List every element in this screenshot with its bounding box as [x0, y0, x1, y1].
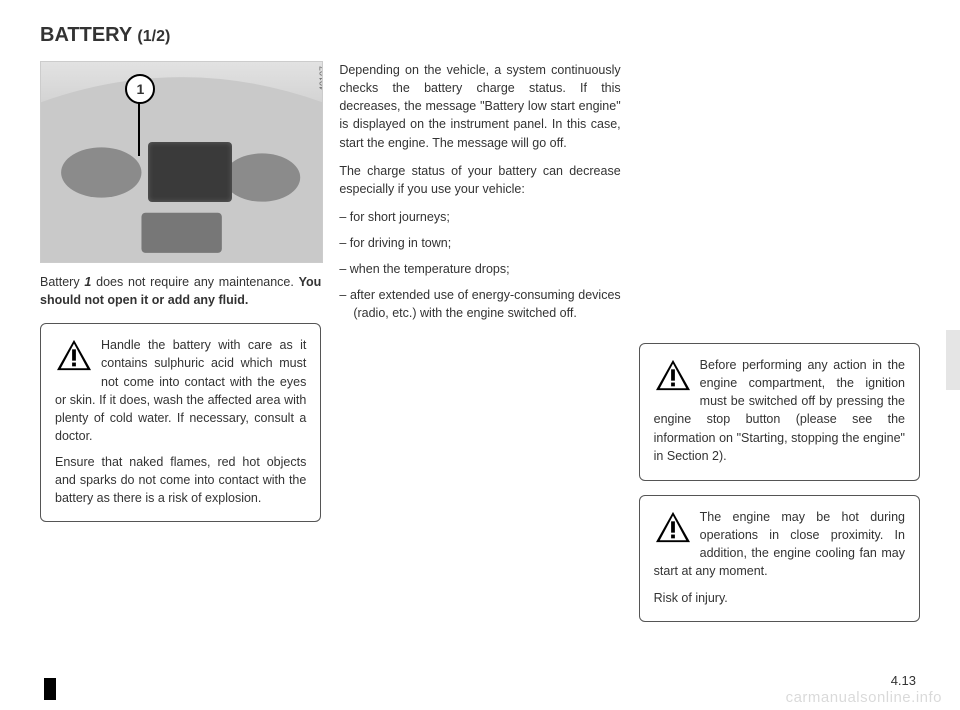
bullet-item: for driving in town;	[339, 234, 620, 252]
title-sub: (1/2)	[137, 28, 170, 45]
warning-triangle-icon	[55, 338, 93, 372]
warning-acid-p2: Ensure that naked flames, red hot object…	[55, 453, 306, 507]
page-number: 4.13	[891, 673, 916, 688]
warning-box-acid: Handle the battery with care as it conta…	[40, 323, 321, 522]
caption-mid: does not require any mainte­nance.	[91, 275, 298, 289]
manual-page: BATTERY (1/2)	[0, 0, 960, 710]
page-title: BATTERY (1/2)	[40, 24, 920, 47]
battery-shape	[148, 142, 232, 202]
caption-prefix: Battery	[40, 275, 84, 289]
callout-number-text: 1	[136, 81, 144, 97]
callout-line	[138, 102, 140, 156]
side-index-tab	[946, 330, 960, 390]
title-main: BATTERY	[40, 24, 137, 46]
warning-hot-p2: Risk of injury.	[654, 589, 905, 607]
warning-triangle-icon	[654, 510, 692, 544]
col2-p2: The charge status of your battery can de…	[339, 162, 620, 198]
bullet-item: for short journeys;	[339, 208, 620, 226]
col3-spacer	[639, 61, 920, 329]
engine-bay-photo: 1 40107	[40, 61, 323, 263]
content-columns: 1 40107 Battery 1 does not require any m…	[40, 61, 920, 622]
column-1: 1 40107 Battery 1 does not require any m…	[40, 61, 321, 622]
column-3: Before performing any action in the engi…	[639, 61, 920, 622]
col2-p1: Depending on the vehicle, a system conti…	[339, 61, 620, 152]
watermark: carmanualsonline.info	[786, 689, 942, 706]
bullet-item: when the temperature drops;	[339, 260, 620, 278]
col2-bullets: for short journeys; for driving in town;…	[339, 208, 620, 323]
warning-box-ignition: Before performing any action in the engi…	[639, 343, 920, 481]
figure-caption: Battery 1 does not require any mainte­na…	[40, 273, 321, 309]
photo-id: 40107	[318, 66, 323, 91]
page-marker-tab	[44, 678, 56, 700]
bullet-item: after extended use of energy-con­suming …	[339, 286, 620, 322]
warning-triangle-icon	[654, 358, 692, 392]
column-2: Depending on the vehicle, a system conti…	[339, 61, 620, 622]
warning-box-hot-engine: The engine may be hot during operations …	[639, 495, 920, 622]
